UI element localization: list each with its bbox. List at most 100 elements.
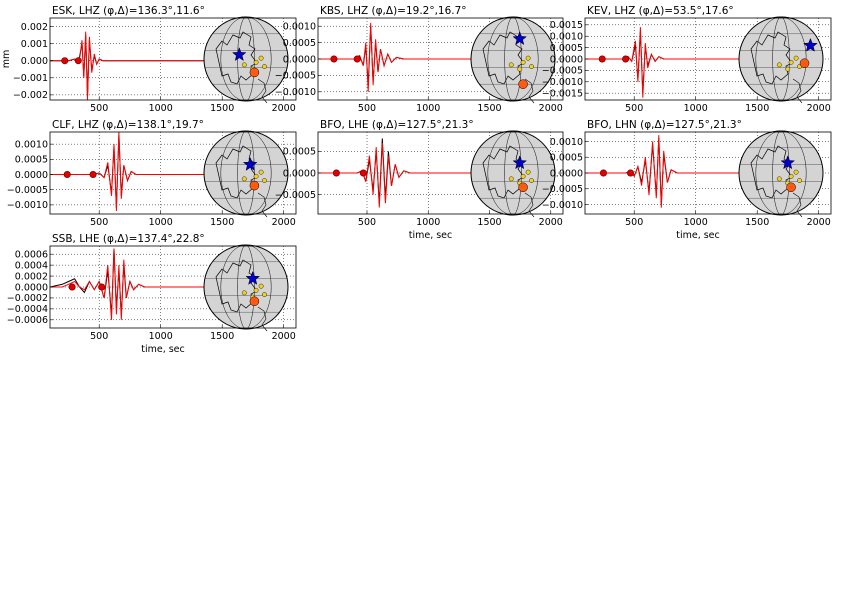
y-tick-label: 0.002 bbox=[21, 22, 48, 33]
x-tick-label: 1500 bbox=[210, 217, 234, 228]
x-tick-label: 1000 bbox=[416, 217, 440, 228]
globe-coastline bbox=[257, 192, 268, 218]
y-tick-label: −0.0002 bbox=[7, 293, 48, 304]
series-line bbox=[50, 35, 223, 97]
station-dot bbox=[797, 178, 802, 183]
y-tick-label: −0.0010 bbox=[542, 77, 583, 88]
source-star bbox=[512, 31, 528, 46]
arrival-marker bbox=[330, 55, 338, 63]
station-dot bbox=[258, 169, 264, 175]
station-marker bbox=[249, 180, 260, 191]
series-line bbox=[585, 31, 745, 94]
y-tick-label: 0.001 bbox=[21, 39, 48, 50]
x-tick-label: 2000 bbox=[539, 217, 563, 228]
source-star bbox=[245, 270, 261, 285]
globe-coastline bbox=[257, 78, 268, 104]
globe-inset bbox=[738, 16, 824, 102]
y-tick-label: −0.0005 bbox=[7, 185, 48, 196]
globe-coastline bbox=[792, 192, 803, 218]
x-tick-label: 500 bbox=[358, 217, 376, 228]
source-star bbox=[512, 155, 528, 170]
chart-title: BFO, LHN (φ,Δ)=127.5°,21.3° bbox=[587, 119, 742, 131]
source-star bbox=[803, 37, 818, 52]
y-tick-label: 0.000 bbox=[21, 56, 48, 67]
x-axis-label: time, sec bbox=[676, 230, 720, 241]
chart-title: KBS, LHZ (φ,Δ)=19.2°,16.7° bbox=[320, 5, 467, 17]
y-tick-label: 0.0006 bbox=[15, 250, 48, 261]
x-tick-label: 2000 bbox=[807, 103, 831, 114]
series-line bbox=[318, 26, 478, 86]
y-tick-label: 0.0000 bbox=[550, 168, 583, 179]
station-dot bbox=[517, 66, 523, 72]
station-dot bbox=[241, 290, 247, 296]
station-dot bbox=[793, 55, 799, 61]
arrival-marker bbox=[359, 169, 367, 177]
x-tick-label: 1500 bbox=[210, 103, 234, 114]
station-marker bbox=[786, 182, 796, 193]
station-marker bbox=[799, 58, 810, 68]
x-tick-label: 500 bbox=[358, 103, 376, 114]
globe-meridian bbox=[220, 244, 272, 330]
x-tick-label: 500 bbox=[90, 331, 108, 342]
x-tick-label: 2000 bbox=[272, 331, 296, 342]
y-tick-label: 0.0005 bbox=[550, 153, 583, 164]
arrival-marker bbox=[353, 55, 361, 63]
y-tick-label: −0.0005 bbox=[275, 190, 316, 201]
x-tick-label: 500 bbox=[90, 103, 108, 114]
arrival-marker bbox=[98, 283, 106, 291]
y-tick-label: −0.0005 bbox=[275, 71, 316, 82]
series-line bbox=[50, 31, 223, 100]
axes-frame bbox=[49, 131, 297, 215]
y-tick-label: 0.0010 bbox=[283, 22, 316, 33]
y-tick-label: 0.0002 bbox=[15, 271, 48, 282]
station-dot bbox=[785, 66, 791, 72]
y-tick-label: 0.0005 bbox=[550, 43, 583, 54]
y-tick-label: −0.0005 bbox=[542, 66, 583, 77]
station-dot bbox=[776, 62, 782, 68]
y-tick-label: −0.0004 bbox=[7, 304, 48, 315]
series-line bbox=[585, 135, 758, 208]
chart-panel: 500 1000 1500 2000−0.0006−0.0004−0.00020.00… bbox=[7, 233, 297, 355]
series-line bbox=[50, 248, 223, 320]
arrival-marker bbox=[599, 169, 607, 177]
chart-panel: 500 1000 1500 2000 −0.0005 0.0000 0.0005 BFO, L… bbox=[275, 119, 564, 241]
source-star bbox=[231, 47, 247, 62]
station-dot bbox=[529, 178, 534, 183]
station-dot bbox=[525, 55, 531, 61]
globe-meridian bbox=[755, 130, 807, 216]
station-dot bbox=[788, 59, 794, 65]
station-dot bbox=[262, 292, 267, 297]
arrival-marker bbox=[627, 169, 635, 177]
x-tick-label: 1500 bbox=[477, 217, 501, 228]
arrival-marker bbox=[61, 57, 69, 65]
y-axis-label: mm bbox=[1, 50, 12, 69]
globe-meridian bbox=[487, 130, 539, 216]
y-tick-label: 0.0000 bbox=[550, 54, 583, 65]
y-tick-label: 0.0005 bbox=[283, 38, 316, 49]
station-dot bbox=[258, 283, 264, 289]
y-tick-label: −0.0006 bbox=[7, 315, 48, 326]
series-line bbox=[50, 248, 223, 315]
y-tick-label: −0.0015 bbox=[542, 88, 583, 99]
series-line bbox=[318, 142, 490, 208]
arrival-marker bbox=[63, 171, 71, 179]
y-tick-label: −0.0010 bbox=[7, 200, 48, 211]
station-dot bbox=[241, 62, 247, 68]
x-tick-label: 1000 bbox=[149, 103, 173, 114]
y-tick-label: 0.0005 bbox=[15, 155, 48, 166]
globe-coastline bbox=[524, 192, 535, 218]
y-tick-label: 0.0015 bbox=[550, 20, 583, 31]
arrival-marker bbox=[89, 171, 97, 179]
station-marker bbox=[249, 67, 260, 78]
x-tick-label: 1000 bbox=[149, 217, 173, 228]
station-dot bbox=[253, 59, 259, 65]
y-tick-label: 0.0004 bbox=[15, 260, 48, 271]
globe-inset bbox=[203, 244, 289, 330]
arrival-marker bbox=[68, 283, 76, 291]
chart-title: BFO, LHE (φ,Δ)=127.5°,21.3° bbox=[320, 119, 474, 131]
x-tick-label: 2000 bbox=[272, 103, 296, 114]
globe-inset bbox=[738, 130, 824, 216]
axes-frame bbox=[49, 17, 297, 101]
chart-panel: 500 1000 1500 2000 −0.0010 −0.0005 0.0000 0.000… bbox=[7, 119, 297, 228]
